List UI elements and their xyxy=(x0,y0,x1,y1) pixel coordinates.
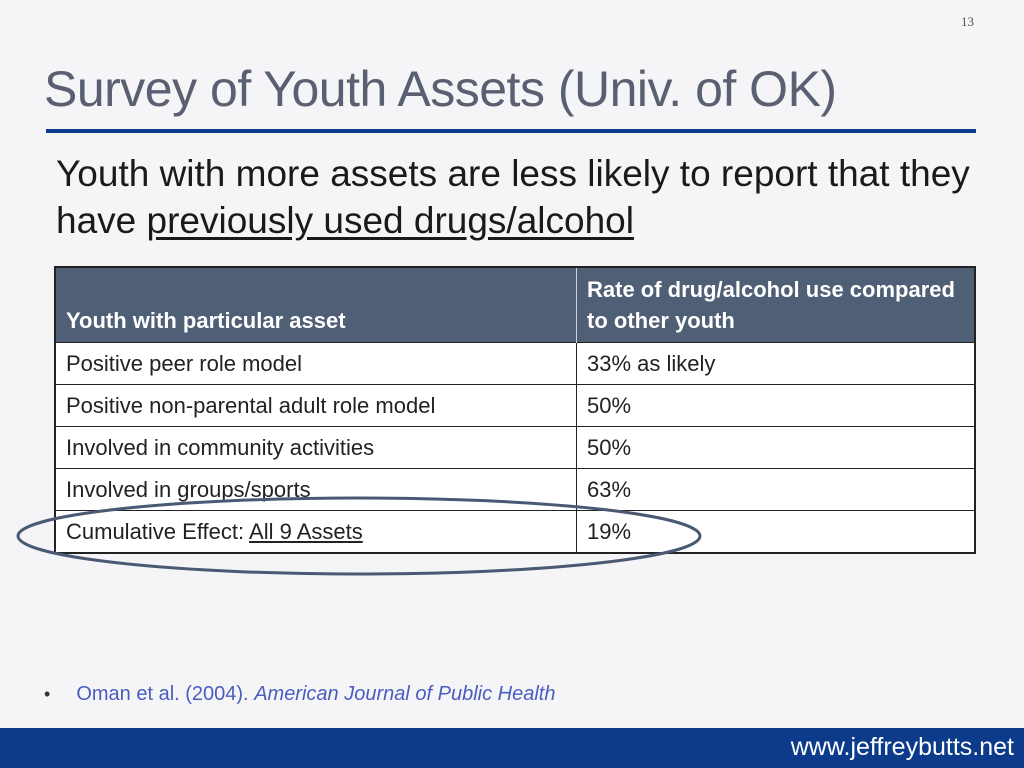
subtitle-underlined-text: previously used drugs/alcohol xyxy=(146,200,634,241)
cell-asset: Positive non-parental adult role model xyxy=(55,384,577,427)
assets-table: Youth with particular asset Rate of drug… xyxy=(54,266,976,554)
cell-rate: 50% xyxy=(576,384,975,427)
table-row: Involved in groups/sports 63% xyxy=(55,468,975,511)
citation-authors: Oman et al. (2004). xyxy=(76,683,249,705)
cell-rate: 63% xyxy=(576,468,975,511)
title-rule xyxy=(46,129,976,133)
citation-journal: American Journal of Public Health xyxy=(254,683,556,705)
citation: • Oman et al. (2004). American Journal of… xyxy=(44,683,555,706)
cumulative-assets-link: All 9 Assets xyxy=(249,518,363,544)
cumulative-label: Cumulative Effect: xyxy=(66,518,250,544)
cell-rate: 33% as likely xyxy=(576,342,975,385)
slide-title: Survey of Youth Assets (Univ. of OK) xyxy=(44,61,837,117)
table-row: Involved in community activities 50% xyxy=(55,426,975,469)
cell-asset: Cumulative Effect: All 9 Assets xyxy=(55,510,577,553)
table-row: Positive peer role model 33% as likely xyxy=(55,342,975,385)
table-header-row: Youth with particular asset Rate of drug… xyxy=(55,267,975,343)
header-asset: Youth with particular asset xyxy=(55,267,577,343)
subtitle-text: Youth with more assets are less likely t… xyxy=(56,153,970,241)
cell-asset: Positive peer role model xyxy=(55,342,577,385)
cell-asset: Involved in groups/sports xyxy=(55,468,577,511)
table-row: Positive non-parental adult role model 5… xyxy=(55,384,975,427)
slide-number: 13 xyxy=(961,14,974,29)
table-row-cumulative: Cumulative Effect: All 9 Assets 19% xyxy=(55,510,975,553)
footer-bar: www.jeffreybutts.net xyxy=(0,728,1024,768)
cell-rate: 50% xyxy=(576,426,975,469)
cell-asset: Involved in community activities xyxy=(55,426,577,469)
cell-rate: 19% xyxy=(576,510,975,553)
footer-url: www.jeffreybutts.net xyxy=(790,733,1014,761)
header-rate: Rate of drug/alcohol use compared to oth… xyxy=(576,267,975,343)
bullet-icon: • xyxy=(44,684,51,704)
slide-subtitle: Youth with more assets are less likely t… xyxy=(56,150,996,244)
